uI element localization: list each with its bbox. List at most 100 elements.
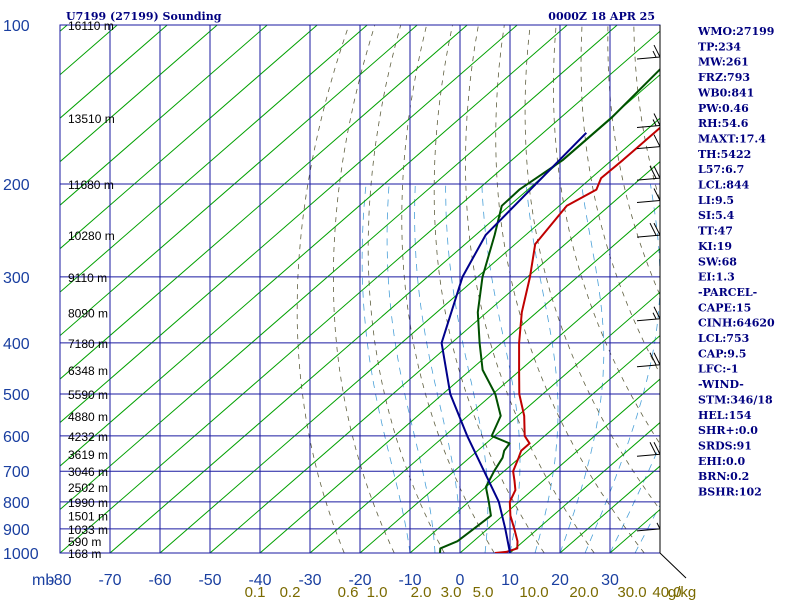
stability-index: RH:54.6 bbox=[698, 117, 749, 130]
stability-index: -WIND- bbox=[698, 378, 744, 391]
pressure-tick-label: 600 bbox=[3, 429, 30, 446]
wind-barb bbox=[636, 441, 661, 457]
stability-index: EHI:0.0 bbox=[698, 455, 745, 468]
wind-barb-feather bbox=[653, 306, 661, 319]
stability-index: CINH:64620 bbox=[698, 317, 775, 330]
pressure-temperature-grid bbox=[59, 24, 661, 554]
stability-index: STM:346/18 bbox=[698, 393, 773, 406]
isotherm-line bbox=[459, 378, 660, 553]
wind-barb-half-feather bbox=[652, 312, 657, 319]
dry-adiabat-line bbox=[296, 25, 350, 553]
height-label: 2502 m bbox=[68, 481, 108, 495]
isotherm-line bbox=[159, 117, 660, 553]
moist-adiabat-line bbox=[386, 183, 436, 553]
isotherm-line bbox=[60, 25, 518, 424]
isotherm-line bbox=[60, 25, 568, 467]
wind-barb bbox=[636, 306, 661, 322]
stability-index: PW:0.46 bbox=[698, 102, 749, 115]
dry-adiabat-line bbox=[401, 25, 495, 553]
wind-barbs bbox=[636, 25, 687, 579]
temperature-tick-label: -70 bbox=[98, 572, 121, 589]
mixing-ratio-label: 3.0 bbox=[441, 584, 462, 600]
height-label: 590 m bbox=[68, 535, 101, 549]
wind-barb-feather bbox=[653, 165, 661, 179]
isotherm-line bbox=[60, 25, 168, 119]
wind-barb-staff bbox=[636, 177, 661, 181]
mixing-ratio-label: 1.0 bbox=[367, 584, 388, 600]
sounding-traces bbox=[439, 67, 660, 553]
stability-index: LCL:753 bbox=[698, 332, 749, 345]
dry-adiabat-line bbox=[763, 25, 800, 553]
isotherm-line bbox=[60, 25, 418, 337]
wind-barb bbox=[636, 352, 661, 368]
wind-barb-feather bbox=[653, 188, 661, 201]
dry-adiabat-line bbox=[552, 25, 660, 445]
pressure-tick-label: 300 bbox=[3, 270, 30, 287]
temperature-tick-label: -20 bbox=[348, 572, 371, 589]
stability-index: SHR+:0.0 bbox=[698, 424, 758, 437]
wind-barb-feather bbox=[653, 113, 661, 126]
stability-index: MW:261 bbox=[698, 56, 749, 69]
pressure-tick-label: 800 bbox=[3, 495, 30, 512]
mixing-ratio-label: 0.1 bbox=[245, 584, 266, 600]
dry-adiabat-line bbox=[789, 25, 800, 553]
wind-barb-feather bbox=[653, 134, 661, 147]
wind-barb-half-feather bbox=[652, 50, 657, 58]
isotherm-line bbox=[60, 25, 318, 250]
mixing-ratio-unit: g/kg bbox=[668, 584, 696, 600]
wind-barb-staff bbox=[636, 200, 661, 204]
isotherm-line bbox=[60, 25, 218, 163]
wind-barb bbox=[636, 134, 661, 150]
wind-barb-staff bbox=[636, 453, 661, 457]
wind-barb-staff bbox=[636, 124, 661, 128]
sounding-title: U7199 (27199) Sounding bbox=[66, 10, 222, 23]
wind-barb bbox=[636, 165, 661, 181]
temperature-tick-label: 20 bbox=[551, 572, 569, 589]
moist-adiabat-line bbox=[361, 183, 411, 553]
stability-index: LI:9.5 bbox=[698, 194, 734, 207]
stability-index: CAPE:15 bbox=[698, 301, 751, 314]
stability-index: LCL:844 bbox=[698, 179, 750, 192]
isotherm-line bbox=[60, 25, 618, 511]
temperature-tick-label: -60 bbox=[148, 572, 171, 589]
isotherm-line bbox=[60, 30, 660, 553]
height-label: 16110 m bbox=[68, 19, 114, 33]
height-label: 10280 m bbox=[68, 229, 115, 243]
height-label: 1990 m bbox=[68, 496, 108, 510]
pressure-unit-label: mb bbox=[32, 572, 54, 589]
wind-barb-staff bbox=[636, 234, 661, 238]
mixing-ratio-label: 0.6 bbox=[338, 584, 359, 600]
pressure-tick-label: 100 bbox=[3, 18, 30, 35]
moist-adiabat-line bbox=[559, 183, 605, 553]
stability-index: SW:68 bbox=[698, 255, 737, 268]
stability-index: SRDS:91 bbox=[698, 439, 752, 452]
isotherm-line bbox=[60, 25, 468, 380]
wind-barb-staff bbox=[636, 56, 661, 60]
wind-barb bbox=[636, 188, 661, 204]
stability-index: BRN:0.2 bbox=[698, 470, 749, 483]
wind-barb bbox=[636, 113, 661, 128]
height-label: 4232 m bbox=[68, 430, 108, 444]
temperature-tick-label: 30 bbox=[601, 572, 619, 589]
wind-barb-feather bbox=[649, 165, 657, 179]
stability-index: FRZ:793 bbox=[698, 71, 750, 84]
stability-index: SI:5.4 bbox=[698, 209, 735, 222]
wind-barb-staff bbox=[636, 146, 661, 150]
stability-index: WMO:27199 bbox=[697, 25, 774, 38]
stability-index: KI:19 bbox=[698, 240, 732, 253]
stability-index: EI:1.3 bbox=[698, 271, 735, 284]
isotherm-line bbox=[60, 25, 368, 293]
stability-index: WB0:841 bbox=[697, 86, 754, 99]
pressure-tick-label: 400 bbox=[3, 336, 30, 353]
wind-barb-feather bbox=[649, 441, 657, 455]
height-label: 4880 m bbox=[68, 410, 108, 424]
height-label: 5590 m bbox=[68, 388, 108, 402]
isotherm-line bbox=[309, 247, 660, 553]
temperature-tick-label: -40 bbox=[248, 572, 271, 589]
wind-barb-feather bbox=[653, 44, 661, 58]
height-label: 6348 m bbox=[68, 364, 108, 378]
mixing-ratio-label: 40.0 bbox=[652, 584, 681, 600]
pressure-tick-label: 700 bbox=[3, 464, 30, 481]
dewpoint-trace bbox=[439, 67, 660, 553]
